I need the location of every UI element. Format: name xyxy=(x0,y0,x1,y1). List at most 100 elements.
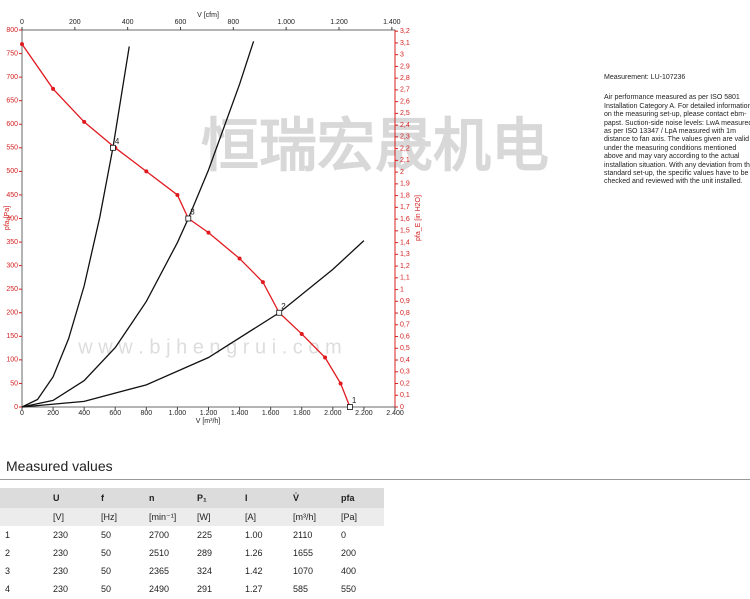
y2-tick-label: 2,6 xyxy=(400,98,410,105)
table-cell: 200 xyxy=(341,548,357,558)
table-cell: 1.27 xyxy=(245,584,263,594)
notes: Measurement: LU-107236 Air performance m… xyxy=(604,74,750,187)
y2-tick-label: 1,9 xyxy=(400,181,410,188)
y2-tick-label: 2,7 xyxy=(400,87,410,94)
y-tick-label: 150 xyxy=(6,333,18,340)
series-marker xyxy=(299,331,304,336)
series-marker xyxy=(20,42,24,47)
table-cell: [Pa] xyxy=(336,508,384,526)
y2-tick-label: 2 xyxy=(400,169,404,176)
y2-tick-label: 1,8 xyxy=(400,192,410,199)
table-cell: 1.42 xyxy=(245,566,263,576)
table-cell: 2700 xyxy=(149,530,170,540)
y2-tick-label: 0,5 xyxy=(400,345,410,352)
y2-tick-label: 0,8 xyxy=(400,310,410,317)
table-cell: 2365 xyxy=(149,566,170,576)
table-cell: n xyxy=(144,488,192,508)
table-cell: 4 xyxy=(5,584,11,594)
table-cell xyxy=(0,508,48,526)
x2-tick-label: 800 xyxy=(227,19,239,26)
x2-tick-label: 1.400 xyxy=(383,19,401,26)
y2-tick-label: 0,9 xyxy=(400,298,410,305)
series-marker xyxy=(175,192,180,197)
table-cell: 50 xyxy=(101,584,112,594)
y2-tick-label: 2,8 xyxy=(400,75,410,82)
table-cell: 230 xyxy=(53,584,69,594)
y2-tick-label: 0,4 xyxy=(400,357,410,364)
x-tick-label: 1.000 xyxy=(169,410,187,417)
table-cell: 1070 xyxy=(293,566,314,576)
table-cell: pfa xyxy=(336,488,384,508)
series-marker xyxy=(338,381,343,386)
operating-point xyxy=(110,144,116,151)
y-tick-label: 0 xyxy=(14,404,18,411)
series-line xyxy=(21,46,130,408)
table-row: 1 230 50 2700 225 1.00 2110 0 xyxy=(0,526,384,544)
y2-tick-label: 1,4 xyxy=(400,239,410,246)
series-marker xyxy=(206,230,211,235)
y2-axis-title: pfa_E [in H2O] xyxy=(415,195,422,241)
series-marker xyxy=(51,86,56,91)
table-cell: 0 xyxy=(341,530,347,540)
x2-tick-label: 400 xyxy=(122,19,134,26)
y2-tick-label: 0,3 xyxy=(400,369,410,376)
y2-tick-label: 0,6 xyxy=(400,333,410,340)
table-cell: 230 xyxy=(53,566,69,576)
x2-tick-label: 1.200 xyxy=(330,19,348,26)
watermark-url: w w w . b j h e n g r u i . c o m xyxy=(77,336,341,358)
table-cell: 3 xyxy=(5,566,11,576)
table-cell: 230 xyxy=(53,548,69,558)
series-marker xyxy=(323,355,328,360)
table-cell: f xyxy=(96,488,144,508)
y-tick-label: 450 xyxy=(6,192,18,199)
table-row: 2 230 50 2510 289 1.26 1655 200 xyxy=(0,544,384,562)
x-tick-label: 2.400 xyxy=(386,410,404,417)
table-cell: I xyxy=(240,488,288,508)
table-cell: [A] xyxy=(240,508,288,526)
y-tick-label: 200 xyxy=(6,310,18,317)
table-cell: 2490 xyxy=(149,584,170,594)
y-tick-label: 50 xyxy=(10,380,18,387)
x-tick-label: 1.600 xyxy=(262,410,280,417)
table-cell: [W] xyxy=(192,508,240,526)
x-tick-label: 0 xyxy=(20,410,24,417)
series-marker xyxy=(260,280,265,285)
x-tick-label: 600 xyxy=(109,410,121,417)
y-tick-label: 800 xyxy=(6,27,18,34)
x2-tick-label: 1.000 xyxy=(277,19,295,26)
table-cell: V̇ xyxy=(288,488,336,508)
series-line xyxy=(21,41,255,408)
x-tick-label: 1.800 xyxy=(293,410,311,417)
table-cell: 230 xyxy=(53,530,69,540)
table-cell: 2110 xyxy=(293,530,313,540)
operating-point xyxy=(276,309,283,316)
y-tick-label: 550 xyxy=(6,145,18,152)
table-cell: 585 xyxy=(293,584,309,594)
rule xyxy=(0,479,750,480)
x-tick-label: 2.200 xyxy=(355,410,373,417)
table-cell: 50 xyxy=(101,566,112,576)
table-cell: 289 xyxy=(197,548,213,558)
operating-point-label: 2 xyxy=(281,302,286,311)
y2-tick-label: 0,2 xyxy=(400,380,410,387)
y2-tick-label: 1,3 xyxy=(400,251,410,258)
table-row: 3 230 50 2365 324 1.42 1070 400 xyxy=(0,562,384,580)
table-cell: [min⁻¹] xyxy=(144,508,192,526)
table-cell: 400 xyxy=(341,566,357,576)
y2-tick-label: 1,2 xyxy=(400,263,410,270)
y-tick-label: 500 xyxy=(6,168,18,175)
operating-point-label: 1 xyxy=(352,396,357,405)
watermark: 恒瑞宏晟机电 xyxy=(201,113,549,178)
y2-tick-label: 0 xyxy=(400,404,404,411)
table-cell: 50 xyxy=(101,548,112,558)
x-tick-label: 800 xyxy=(140,410,152,417)
y-tick-label: 100 xyxy=(6,357,18,364)
y-tick-label: 700 xyxy=(6,74,18,81)
y-tick-label: 300 xyxy=(6,262,18,269)
operating-point xyxy=(347,404,353,410)
y2-tick-label: 2,2 xyxy=(400,145,410,152)
x-tick-label: 1.200 xyxy=(200,410,218,417)
